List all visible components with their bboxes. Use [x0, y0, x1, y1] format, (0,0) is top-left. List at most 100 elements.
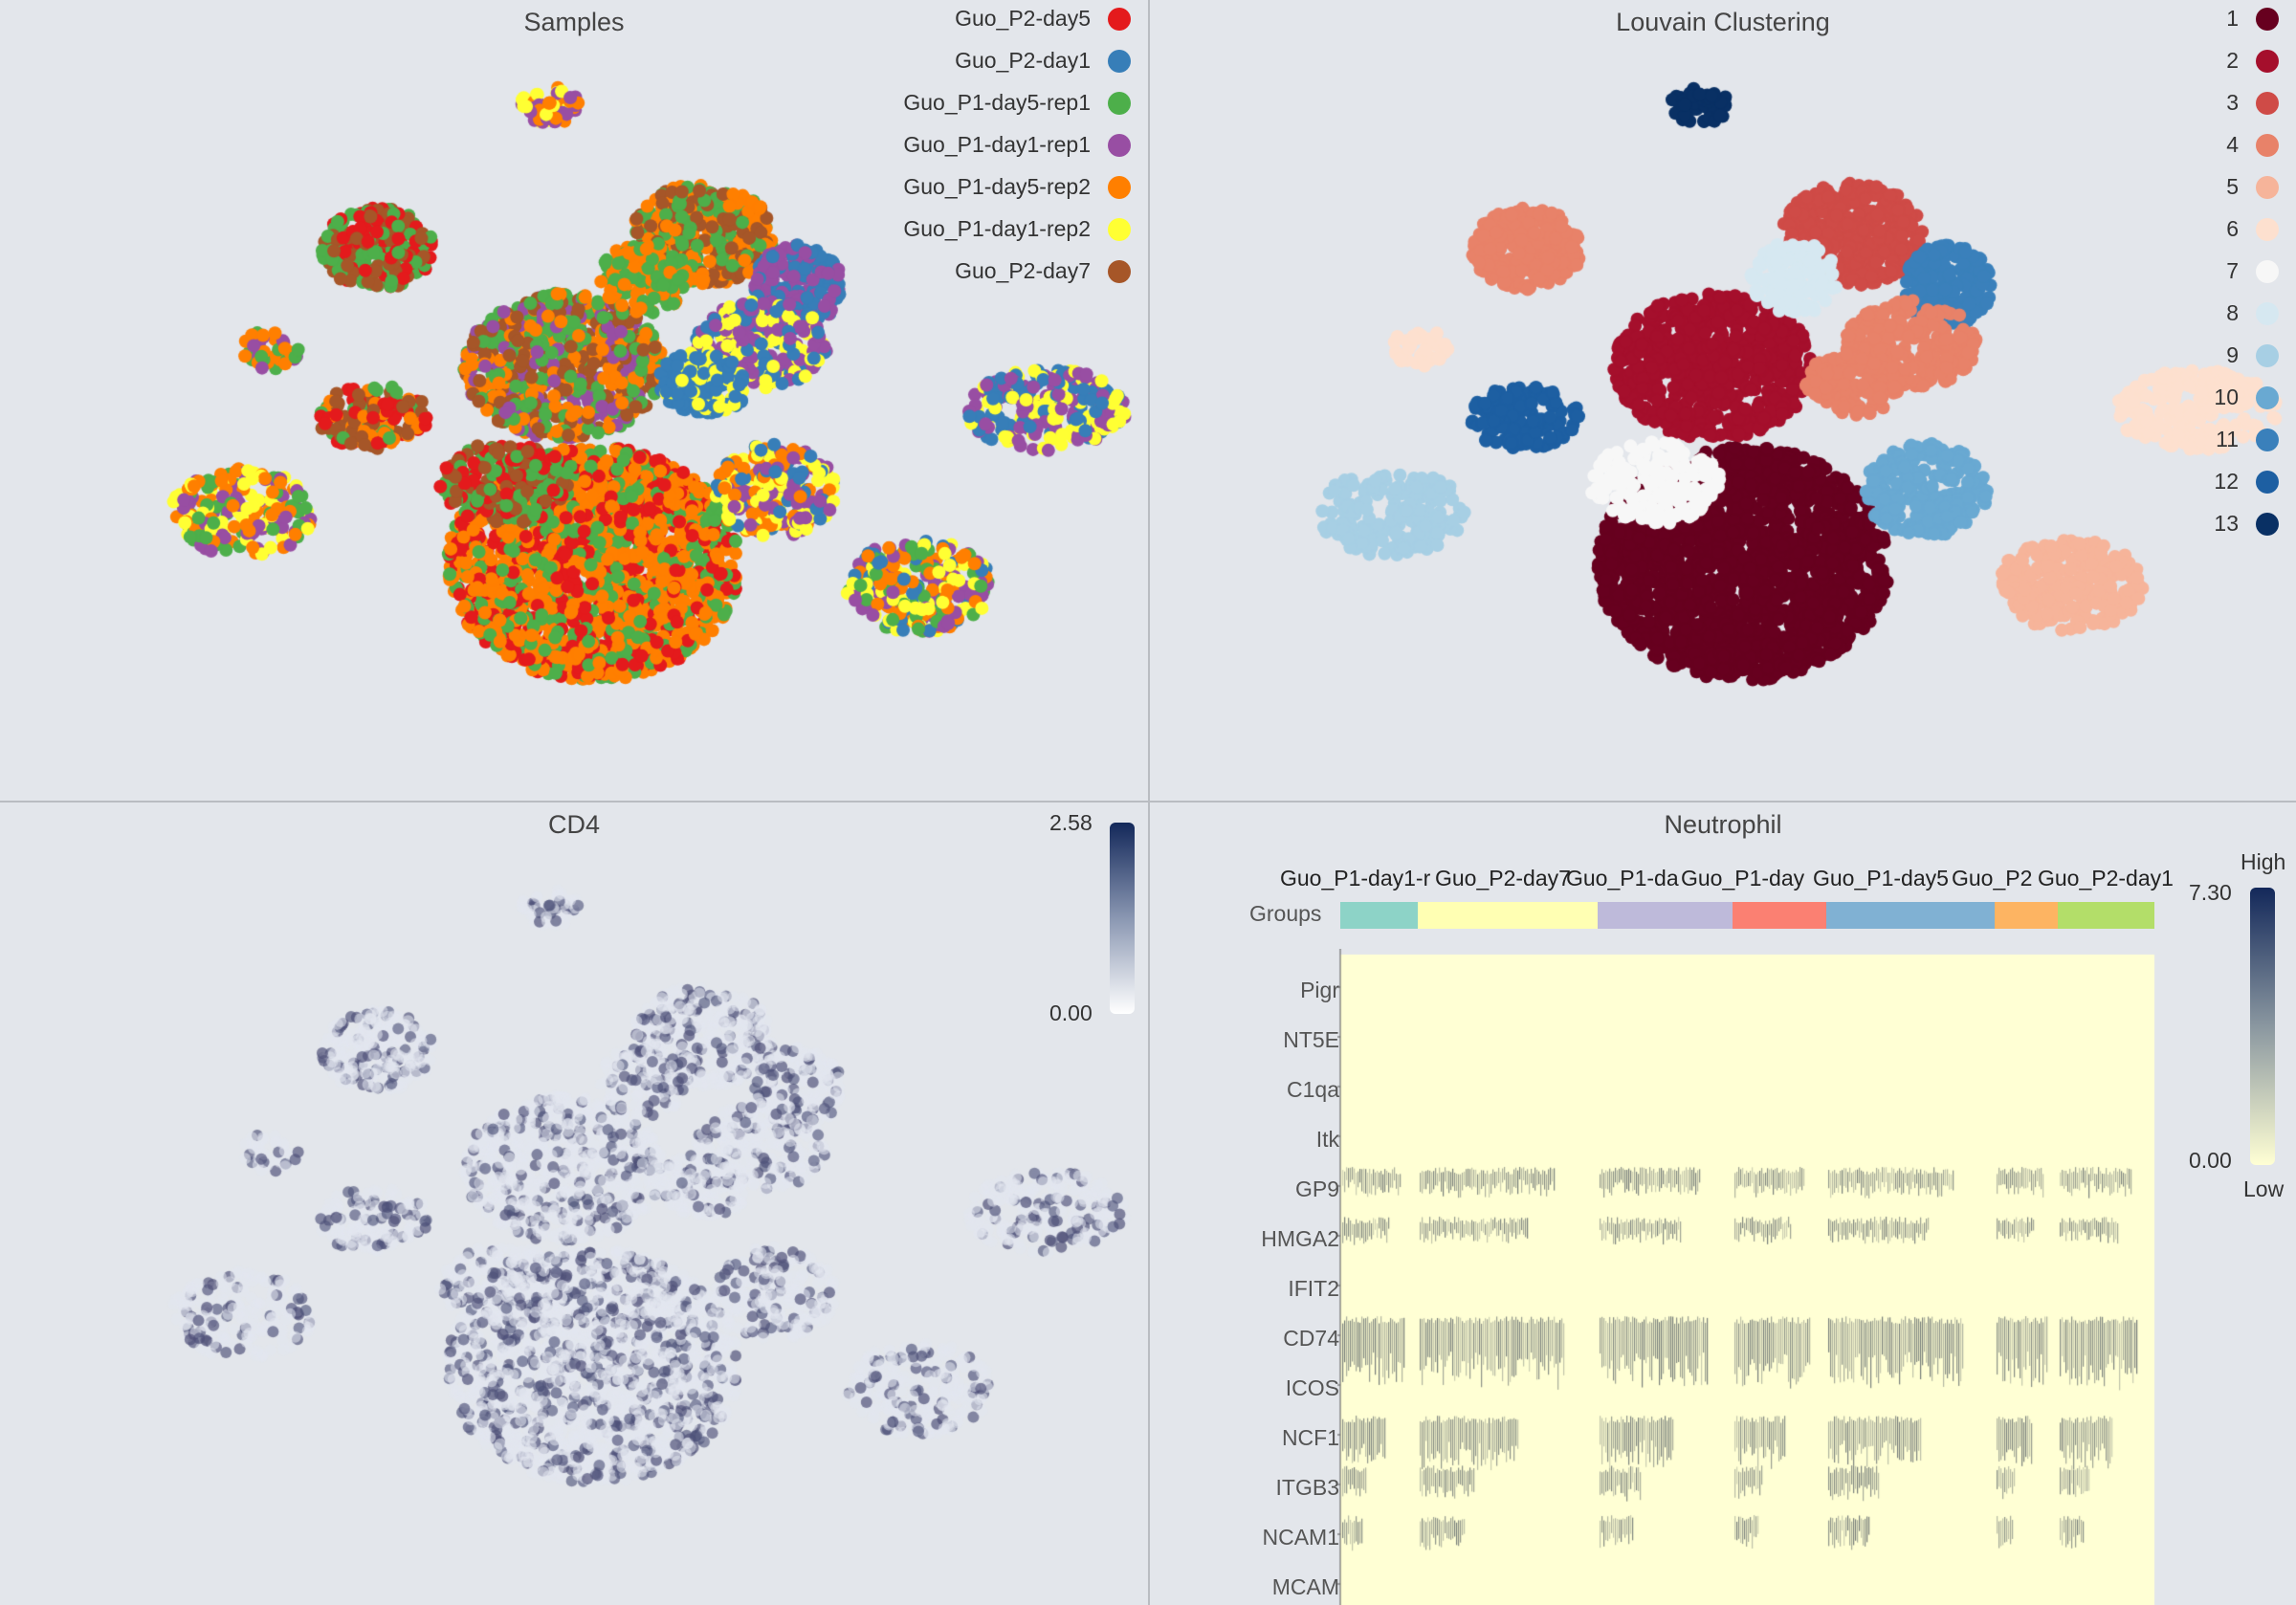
legend-item[interactable]: 3 — [2226, 90, 2279, 116]
legend-item[interactable]: Guo_P1-day1-rep1 — [903, 132, 1131, 158]
louvain-scatter-plot[interactable] — [1150, 0, 2296, 801]
gene-label: MCAM — [1271, 1574, 1339, 1599]
louvain-title: Louvain Clustering — [1616, 8, 1830, 36]
gene-label: ICOS — [1285, 1375, 1339, 1400]
horizontal-divider — [0, 801, 2296, 802]
legend-label: 2 — [2226, 48, 2239, 73]
legend-label: 6 — [2226, 216, 2239, 241]
cd4-title: CD4 — [547, 810, 600, 839]
samples-title: Samples — [523, 8, 625, 36]
legend-item[interactable]: 10 — [2214, 385, 2279, 410]
legend-swatch-icon — [2256, 512, 2279, 536]
groups-axis-label: Groups — [1249, 901, 1322, 926]
legend-label: Guo_P1-day1-rep1 — [903, 132, 1091, 157]
legend-swatch-icon — [2256, 385, 2279, 409]
legend-item[interactable]: 6 — [2226, 216, 2279, 242]
legend-swatch-icon — [2256, 133, 2279, 157]
legend-item[interactable]: 1 — [2226, 6, 2279, 32]
group-label: Guo_P2 — [1952, 866, 2033, 890]
legend-item[interactable]: 13 — [2214, 511, 2279, 537]
legend-label: 1 — [2226, 6, 2239, 31]
group-segment[interactable] — [1598, 902, 1733, 929]
heatmap-scale-max: 7.30 — [2189, 880, 2232, 905]
gene-label: Pigr — [1300, 978, 1339, 1002]
legend-swatch-icon — [2256, 259, 2279, 283]
legend-label: Guo_P1-day5-rep1 — [903, 90, 1091, 115]
samples-scatter-plot[interactable] — [0, 0, 1148, 801]
group-label: Guo_P1-day — [1681, 866, 1805, 890]
legend-swatch-icon — [1108, 217, 1131, 241]
gene-label: NCAM1 — [1262, 1525, 1339, 1550]
cd4-scale-max: 2.58 — [1049, 810, 1093, 835]
heatmap-scale-min: 0.00 — [2189, 1148, 2232, 1173]
legend-swatch-icon — [2256, 91, 2279, 115]
samples-panel: Samples Guo_P2-day5 Guo_P2-day1 Guo_P1-day… — [0, 0, 1148, 801]
legend-swatch-icon — [2256, 7, 2279, 31]
legend-label: 8 — [2226, 300, 2239, 325]
legend-swatch-icon — [1108, 49, 1131, 73]
heatmap-colorbar — [2250, 888, 2275, 1165]
legend-swatch-icon — [2256, 49, 2279, 73]
vertical-divider — [1148, 0, 1150, 1605]
legend-swatch-icon — [2256, 175, 2279, 199]
legend-label: 7 — [2226, 258, 2239, 283]
legend-item[interactable]: 8 — [2226, 300, 2279, 326]
gene-label: IFIT2 — [1288, 1276, 1339, 1301]
legend-swatch-icon — [2256, 343, 2279, 367]
legend-item[interactable]: 9 — [2226, 342, 2279, 368]
group-segment[interactable] — [1418, 902, 1598, 929]
cd4-scale-min: 0.00 — [1049, 1000, 1093, 1025]
legend-swatch-icon — [1108, 7, 1131, 31]
legend-item[interactable]: 5 — [2226, 174, 2279, 200]
gene-label: GP9 — [1294, 1176, 1339, 1201]
group-segment[interactable] — [1733, 902, 1826, 929]
legend-label: Guo_P2-day1 — [955, 48, 1091, 73]
heatmap-scale-low-label: Low — [2243, 1176, 2285, 1201]
louvain-panel: Louvain Clustering 1 2 3 4 5 6 7 8 9 10 11 12 13 — [1150, 0, 2296, 801]
legend-label: Guo_P2-day5 — [955, 6, 1091, 31]
gene-label: Itk — [1315, 1127, 1339, 1152]
legend-item[interactable]: Guo_P1-day5-rep2 — [903, 174, 1131, 200]
legend-item[interactable]: 7 — [2226, 258, 2279, 284]
groups-color-bar — [1340, 902, 2154, 929]
neutrophil-heatmap[interactable] — [1337, 949, 2160, 1605]
legend-label: 10 — [2214, 385, 2239, 409]
legend-item[interactable]: Guo_P2-day1 — [955, 48, 1131, 74]
gene-label: NT5E — [1283, 1027, 1339, 1052]
group-segment[interactable] — [2058, 902, 2154, 929]
legend-swatch-icon — [2256, 470, 2279, 494]
cd4-panel: CD4 2.58 0.00 — [0, 802, 1148, 1605]
legend-label: Guo_P1-day5-rep2 — [903, 174, 1091, 199]
group-label: Guo_P1-day1-r — [1280, 866, 1431, 890]
legend-item[interactable]: Guo_P1-day5-rep1 — [903, 90, 1131, 116]
group-label: Guo_P2-day1 — [2038, 866, 2174, 890]
cd4-scatter-plot[interactable] — [0, 802, 1148, 1605]
gene-label: NCF1 — [1281, 1425, 1339, 1450]
gene-label: ITGB3 — [1275, 1475, 1339, 1500]
gene-label: C1qa — [1287, 1077, 1339, 1102]
group-label: Guo_P1-da — [1566, 866, 1679, 890]
legend-label: 12 — [2214, 469, 2239, 494]
legend-swatch-icon — [2256, 428, 2279, 451]
legend-swatch-icon — [1108, 133, 1131, 157]
legend-label: 11 — [2216, 427, 2239, 451]
legend-item[interactable]: 11 — [2216, 427, 2279, 452]
legend-item[interactable]: 12 — [2214, 469, 2279, 495]
legend-item[interactable]: Guo_P2-day5 — [955, 6, 1131, 32]
group-label: Guo_P2-day7 — [1435, 866, 1571, 890]
gene-label: CD74 — [1283, 1326, 1339, 1351]
legend-item[interactable]: 2 — [2226, 48, 2279, 74]
group-segment[interactable] — [1340, 902, 1418, 929]
group-segment[interactable] — [1995, 902, 2058, 929]
heatmap-scale-high-label: High — [2241, 849, 2286, 874]
legend-label: 3 — [2226, 90, 2239, 115]
legend-label: Guo_P2-day7 — [955, 258, 1091, 283]
legend-swatch-icon — [2256, 217, 2279, 241]
legend-item[interactable]: Guo_P1-day1-rep2 — [903, 216, 1131, 242]
legend-swatch-icon — [1108, 175, 1131, 199]
neutrophil-title: Neutrophil — [1664, 810, 1782, 839]
group-segment[interactable] — [1826, 902, 1995, 929]
legend-item[interactable]: 4 — [2226, 132, 2279, 158]
legend-label: 13 — [2214, 511, 2239, 536]
legend-item[interactable]: Guo_P2-day7 — [955, 258, 1131, 284]
